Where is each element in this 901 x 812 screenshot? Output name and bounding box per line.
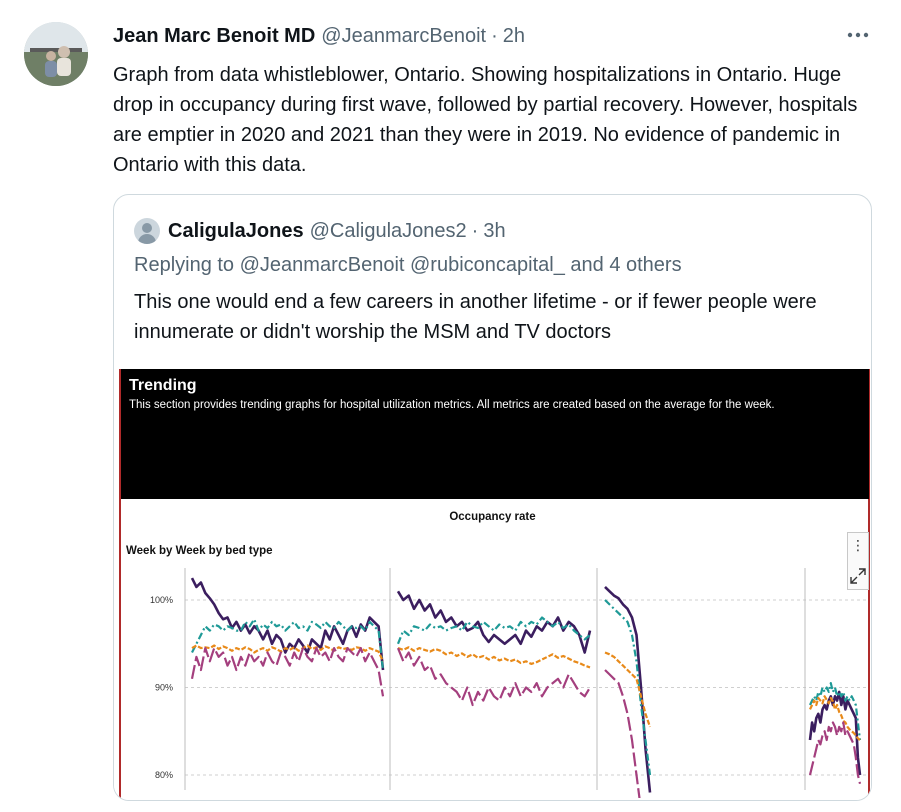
more-icon: [847, 32, 869, 38]
series-4-line: [808, 721, 862, 785]
series-2-line: [604, 599, 652, 776]
y-tick-label: 100%: [150, 595, 173, 605]
tweet-text: Graph from data whistleblower, Ontario. …: [113, 64, 858, 176]
series-1-line: [604, 585, 652, 793]
chart-subtitle: Week by Week by bed type: [126, 545, 273, 557]
quoted-author-name[interactable]: CaligulaJones: [168, 219, 304, 242]
series-4-line: [190, 647, 385, 697]
quoted-tweet[interactable]: CaligulaJones @CaligulaJones2 · 3h Reply…: [113, 194, 872, 801]
more-options-button[interactable]: [843, 20, 873, 50]
replying-prefix: Replying to: [134, 254, 240, 276]
series-3-line: [809, 695, 861, 741]
series-4-line: [396, 647, 591, 707]
series-4-line: [604, 669, 641, 798]
series-2-line: [191, 618, 385, 671]
series-group: [190, 577, 862, 798]
y-tick-label: 80%: [155, 770, 173, 780]
series-3-line: [397, 646, 591, 669]
replying-to: Replying to @JeanmarcBenoit @rubiconcapi…: [134, 254, 682, 277]
expand-icon[interactable]: [849, 567, 867, 585]
chart-menu-button[interactable]: ⋮: [851, 537, 865, 553]
author-handle[interactable]: @JeanmarcBenoit: [321, 24, 487, 47]
author-avatar[interactable]: [24, 22, 88, 86]
replying-suffix: and 4 others: [564, 254, 682, 276]
tweet-time[interactable]: 2h: [502, 24, 526, 47]
series-2-line: [396, 616, 591, 645]
chart-toolbar: ⋮: [847, 532, 869, 590]
default-avatar-icon[interactable]: [134, 218, 160, 244]
attached-image[interactable]: Trending This section provides trending …: [114, 369, 871, 800]
banner-title: Trending: [129, 377, 197, 394]
profile-photo: [24, 22, 88, 86]
tweet-header: Jean Marc Benoit MD @JeanmarcBenoit · 2h: [113, 22, 525, 50]
chart-title: Occupancy rate: [449, 511, 536, 523]
series-2-line: [809, 682, 862, 741]
trending-banner: Trending This section provides trending …: [121, 369, 869, 499]
quoted-author-handle[interactable]: @CaligulaJones2: [309, 219, 467, 242]
occupancy-chart: 100% 90% 80%: [150, 568, 866, 798]
quoted-tweet-text: This one would end a few careers in anot…: [134, 291, 817, 343]
series-3-line: [191, 644, 385, 662]
y-tick-label: 90%: [155, 683, 173, 693]
image-frame: [119, 369, 870, 800]
author-name[interactable]: Jean Marc Benoit MD: [113, 24, 316, 47]
separator: ·: [491, 24, 498, 47]
quoted-tweet-time[interactable]: 3h: [483, 219, 506, 242]
replying-to-mentions[interactable]: @JeanmarcBenoit @rubiconcapital_: [239, 254, 565, 276]
series-1-line: [808, 690, 862, 776]
banner-description: This section provides trending graphs fo…: [129, 399, 775, 411]
series-3-line: [604, 651, 652, 728]
quoted-tweet-header: CaligulaJones @CaligulaJones2 · 3h: [134, 217, 506, 245]
separator: ·: [471, 219, 479, 242]
series-1-line: [396, 590, 592, 654]
